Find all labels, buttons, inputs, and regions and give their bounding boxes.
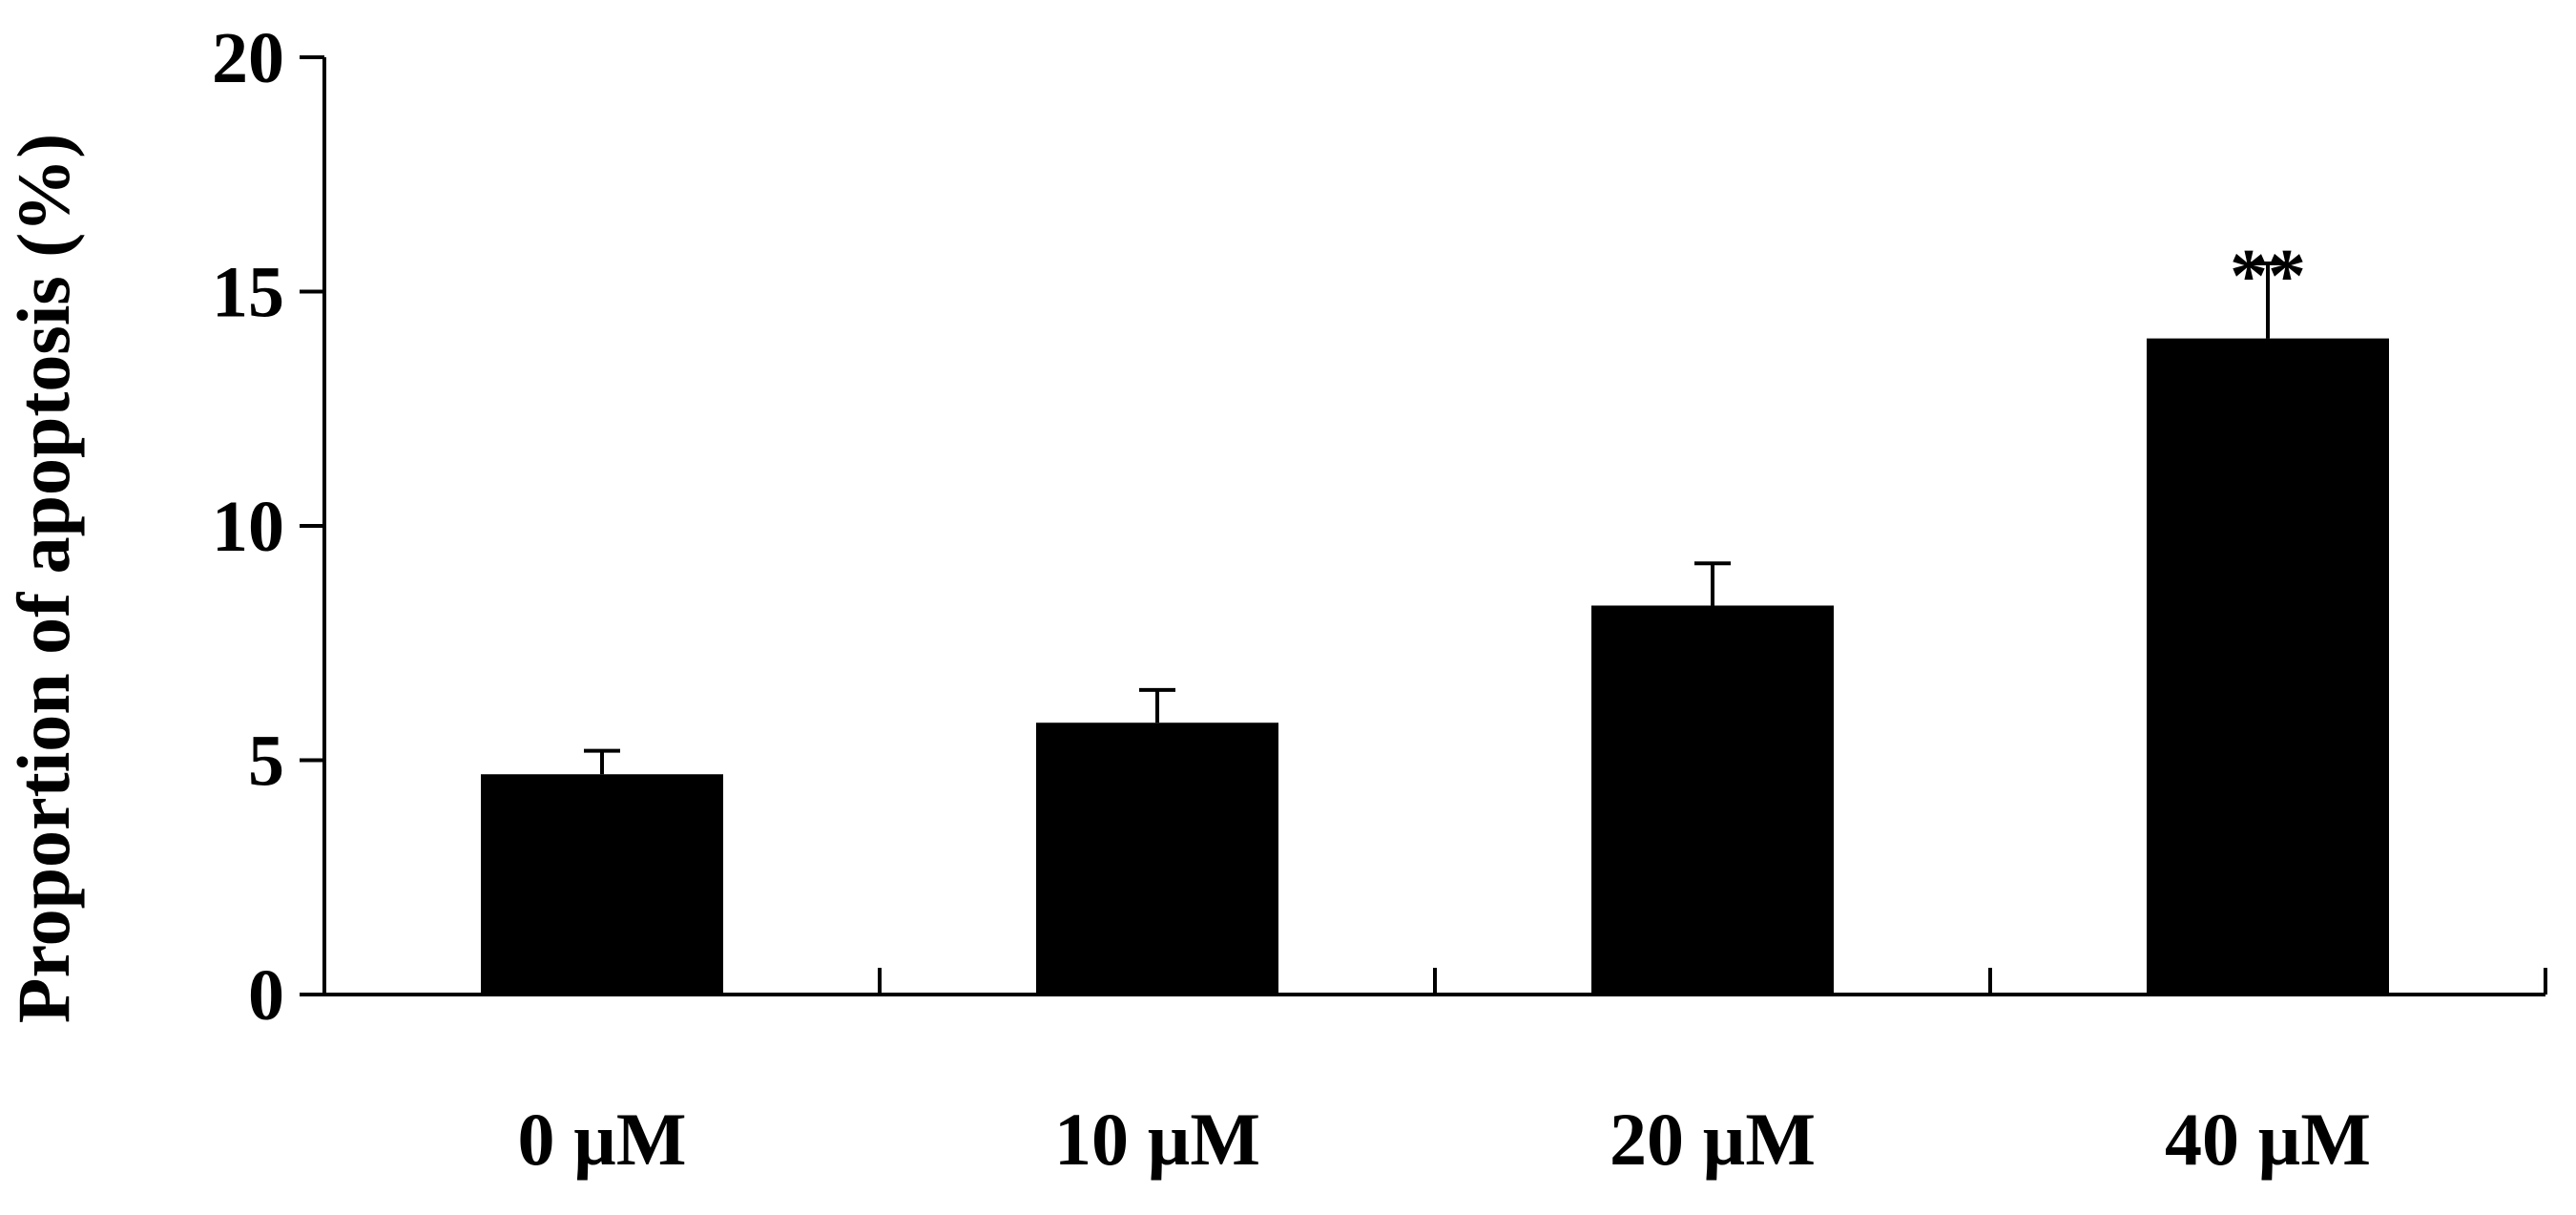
labels-group: 0 µM 10 µM 20 µM ** 40 µM 0 5 10 15 20 (212, 18, 2371, 1181)
x-tick-label: 10 µM (1054, 1098, 1260, 1181)
significance-annotation: ** (2230, 235, 2306, 319)
axes-group (300, 55, 2547, 996)
bars-group (481, 338, 2389, 995)
y-tick-label: 10 (212, 487, 284, 567)
y-tick-label: 15 (212, 253, 284, 333)
x-tick-label: 0 µM (517, 1098, 686, 1181)
bar (1036, 723, 1278, 995)
y-tick-label: 5 (248, 722, 284, 802)
y-tick-label: 0 (248, 955, 284, 1036)
bar (1591, 605, 1834, 995)
bar (481, 774, 723, 995)
y-tick-label: 20 (212, 18, 284, 98)
error-bars-group (584, 262, 2286, 775)
y-axis-label: Proportion of apoptosis (%) (2, 134, 85, 1023)
bar (2147, 338, 2389, 995)
x-tick-label: 20 µM (1610, 1098, 1816, 1181)
x-tick-label: 40 µM (2165, 1098, 2371, 1181)
